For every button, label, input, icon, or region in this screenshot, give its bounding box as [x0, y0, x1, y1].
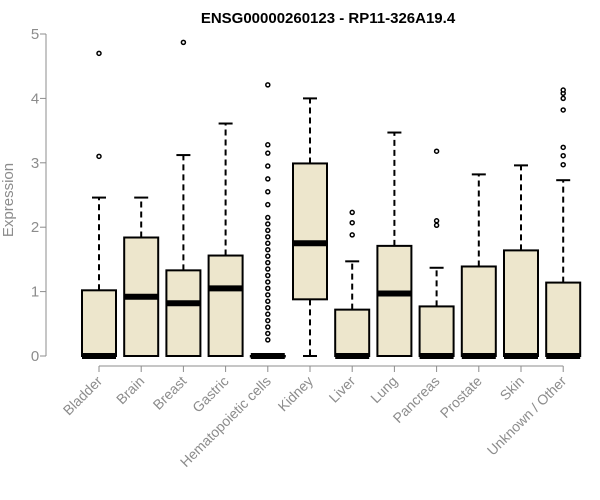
- outlier-point: [265, 324, 271, 330]
- outlier-point: [265, 221, 271, 227]
- outlier-point: [265, 304, 271, 311]
- outlier-point: [96, 50, 102, 57]
- outlier-point: [560, 87, 566, 93]
- x-tick-label: Lung: [367, 373, 400, 406]
- outlier-point: [349, 219, 355, 226]
- outlier-point: [265, 272, 271, 279]
- outlier-point: [265, 150, 271, 156]
- outlier-point: [349, 209, 355, 216]
- box-hematopoietic-cells: [249, 82, 286, 359]
- y-tick-label: 0: [31, 348, 39, 365]
- box-body: [334, 308, 371, 357]
- box-breast: [165, 39, 202, 357]
- x-tick-label: Prostate: [437, 373, 485, 421]
- outlier-point: [265, 227, 271, 234]
- y-tick-label: 4: [31, 90, 39, 107]
- outlier-point: [265, 163, 271, 169]
- outlier-point: [265, 82, 271, 88]
- outlier-point: [265, 240, 271, 247]
- outlier-point: [265, 279, 271, 285]
- outlier-point: [265, 298, 271, 305]
- outlier-point: [560, 161, 566, 168]
- box-brain: [123, 196, 160, 357]
- x-tick-label: Kidney: [275, 373, 317, 415]
- box-body: [503, 249, 539, 357]
- outlier-point: [265, 234, 271, 240]
- box-skin: [503, 164, 539, 359]
- y-tick-label: 3: [31, 155, 39, 172]
- outlier-point: [560, 95, 566, 102]
- x-tick-label: Skin: [497, 373, 528, 404]
- y-axis-label: Expression: [0, 163, 17, 237]
- outlier-point: [96, 153, 102, 160]
- outlier-point: [265, 176, 271, 182]
- boxes-layer: [81, 39, 582, 359]
- outlier-point: [265, 266, 271, 272]
- box-body: [460, 265, 497, 358]
- outlier-point: [265, 253, 271, 259]
- outlier-point: [265, 246, 271, 253]
- box-liver: [334, 209, 371, 359]
- box-gastric: [207, 122, 244, 357]
- x-tick-label: Bladder: [60, 373, 106, 419]
- outlier-point: [433, 222, 440, 229]
- y-tick-label: 2: [31, 219, 39, 236]
- box-prostate: [460, 173, 497, 359]
- box-body: [165, 269, 202, 357]
- box-body: [376, 244, 413, 358]
- outlier-point: [265, 311, 271, 317]
- outlier-point: [265, 201, 271, 208]
- outlier-point: [265, 214, 271, 221]
- box-unknown-other: [545, 87, 582, 359]
- x-tick-label: Breast: [150, 373, 190, 413]
- outlier-point: [560, 152, 566, 159]
- outlier-point: [433, 148, 440, 154]
- chart-title: ENSG00000260123 - RP11-326A19.4: [201, 10, 456, 27]
- outlier-point: [560, 107, 566, 113]
- outlier-point: [349, 232, 355, 238]
- box-body: [292, 162, 328, 301]
- x-tick-label: Brain: [113, 373, 147, 407]
- x-tick-label: Liver: [326, 373, 359, 406]
- box-lung: [376, 131, 413, 358]
- box-body: [545, 281, 582, 358]
- x-tick-label: Unknown / Other: [484, 373, 570, 459]
- y-tick-label: 1: [31, 284, 39, 301]
- outlier-point: [433, 218, 440, 224]
- outlier-point: [180, 39, 187, 46]
- box-body: [207, 254, 244, 357]
- outlier-point: [265, 292, 271, 298]
- x-tick-label: Pancreas: [390, 373, 443, 426]
- outlier-point: [265, 330, 271, 337]
- outlier-point: [265, 189, 271, 195]
- outlier-point: [265, 317, 271, 324]
- box-body: [418, 305, 455, 357]
- box-bladder: [81, 50, 117, 359]
- box-body: [81, 289, 117, 358]
- box-kidney: [292, 97, 328, 357]
- y-axis: 0 1 2 3 4 5: [31, 26, 47, 365]
- outlier-point: [265, 142, 271, 148]
- outlier-point: [265, 285, 271, 292]
- y-tick-label: 5: [31, 26, 39, 43]
- box-pancreas: [418, 148, 455, 359]
- outlier-point: [265, 337, 271, 343]
- outlier-point: [560, 144, 566, 151]
- outlier-point: [265, 259, 271, 266]
